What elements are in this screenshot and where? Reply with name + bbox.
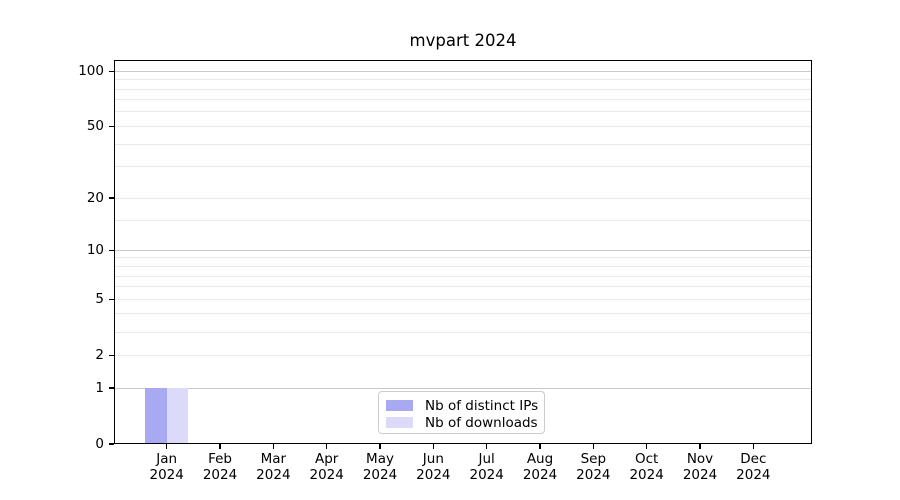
major-gridline — [114, 249, 812, 251]
x-axis-tick-month: Nov — [686, 451, 714, 467]
x-axis-tick-label: Aug 2024 — [498, 451, 582, 483]
x-axis-tick-year: 2024 — [576, 467, 611, 483]
x-axis-tick-label: Jun 2024 — [391, 451, 475, 483]
x-axis-tick-month: Feb — [208, 451, 232, 467]
x-axis-tick — [326, 444, 328, 449]
x-axis-tick-month: Mar — [260, 451, 287, 467]
y-axis-tick-label: 100 — [78, 63, 104, 80]
legend-label: Nb of distinct IPs — [425, 397, 539, 414]
y-axis-tick-label: 2 — [95, 347, 104, 364]
minor-gridline — [114, 354, 812, 356]
y-axis-tick-label: 1 — [95, 380, 104, 396]
x-axis-tick-year: 2024 — [202, 467, 238, 483]
y-axis-tick — [109, 249, 114, 251]
minor-gridline — [114, 298, 812, 300]
x-axis-tick-month: Sep — [580, 451, 607, 467]
x-axis-tick — [379, 444, 381, 449]
x-axis-tick — [219, 444, 221, 449]
x-axis-tick-label: Nov 2024 — [658, 451, 742, 483]
x-axis-tick-label: Dec 2024 — [711, 451, 795, 483]
major-gridline — [114, 70, 812, 72]
x-axis-tick — [432, 444, 434, 449]
x-axis-tick-label: May 2024 — [338, 451, 422, 483]
minor-gridline — [114, 143, 812, 145]
x-axis-tick-label: Mar 2024 — [231, 451, 315, 483]
legend: Nb of distinct IPs Nb of downloads — [378, 391, 545, 434]
x-axis-tick-year: 2024 — [149, 467, 184, 483]
y-axis-tick — [109, 125, 114, 128]
minor-gridline — [114, 313, 812, 315]
major-gridline — [114, 387, 812, 389]
minor-gridline — [114, 166, 812, 168]
y-axis-tick-label: 10 — [86, 242, 104, 259]
x-axis-tick-year: 2024 — [682, 467, 718, 483]
y-axis-tick-label: 20 — [86, 190, 104, 207]
x-axis-tick-year: 2024 — [309, 467, 344, 483]
x-axis-tick-month: Dec — [740, 451, 767, 467]
x-axis-tick — [752, 444, 754, 449]
x-axis-tick-label: Oct 2024 — [605, 451, 689, 483]
x-axis-tick — [272, 444, 274, 449]
minor-gridline — [114, 88, 812, 90]
x-axis-tick-month: Jan — [156, 451, 178, 467]
x-axis-tick-month: May — [366, 451, 394, 467]
x-axis-tick-label: Jan 2024 — [125, 451, 209, 483]
minor-gridline — [114, 79, 812, 81]
minor-gridline — [114, 99, 812, 101]
x-axis-tick-label: Apr 2024 — [285, 451, 369, 483]
x-axis-tick-year: 2024 — [522, 467, 558, 483]
x-axis-tick-month: Jun — [422, 451, 444, 467]
y-axis-tick-label: 50 — [86, 118, 104, 135]
x-axis-tick-year: 2024 — [469, 467, 504, 483]
bar-distinct-ips — [145, 388, 167, 444]
y-axis-tick-label: 0 — [95, 436, 104, 452]
x-axis-tick — [486, 444, 488, 449]
legend-label: Nb of downloads — [425, 414, 538, 431]
y-axis-tick — [109, 354, 114, 356]
x-axis-tick-month: Aug — [526, 451, 554, 467]
x-axis-tick-year: 2024 — [629, 467, 664, 483]
minor-gridline — [114, 257, 812, 259]
minor-gridline — [114, 331, 812, 333]
x-axis-tick-label: Sep 2024 — [551, 451, 635, 483]
minor-gridline — [114, 125, 812, 127]
x-axis-tick — [539, 444, 541, 449]
x-axis-tick-month: Jul — [478, 451, 495, 467]
x-axis-tick-label: Jul 2024 — [445, 451, 529, 483]
x-axis-tick-year: 2024 — [416, 467, 451, 483]
x-axis-tick-label: Feb 2024 — [178, 451, 262, 483]
x-axis-tick-year: 2024 — [736, 467, 771, 483]
legend-item: Nb of downloads — [386, 414, 538, 431]
minor-gridline — [114, 197, 812, 199]
x-axis-tick — [699, 444, 701, 449]
legend-swatch-distinct-ips — [386, 400, 413, 411]
x-axis-tick-month: Oct — [634, 451, 659, 467]
x-axis-tick-month: Apr — [315, 451, 339, 467]
bar-downloads — [166, 388, 189, 444]
y-axis-tick-label: 5 — [95, 291, 104, 308]
legend-item: Nb of distinct IPs — [386, 397, 539, 414]
minor-gridline — [114, 219, 812, 221]
minor-gridline — [114, 111, 812, 113]
minor-gridline — [114, 275, 812, 277]
y-axis-tick — [109, 197, 114, 199]
chart-title: mvpart 2024 — [409, 31, 517, 50]
y-axis-tick — [109, 70, 114, 72]
minor-gridline — [114, 286, 812, 288]
plot-area: Nb of distinct IPs Nb of downloads — [114, 60, 812, 444]
x-axis-tick-year: 2024 — [256, 467, 291, 483]
x-axis-tick — [646, 444, 648, 449]
x-axis-tick — [592, 444, 594, 449]
minor-gridline — [114, 266, 812, 267]
x-axis-tick-year: 2024 — [362, 467, 398, 483]
y-axis-tick — [109, 298, 114, 300]
legend-swatch-downloads — [386, 417, 413, 428]
plot-border — [114, 60, 812, 444]
y-axis-tick — [109, 387, 114, 389]
y-axis-tick — [109, 443, 114, 445]
x-axis-tick — [166, 444, 168, 449]
